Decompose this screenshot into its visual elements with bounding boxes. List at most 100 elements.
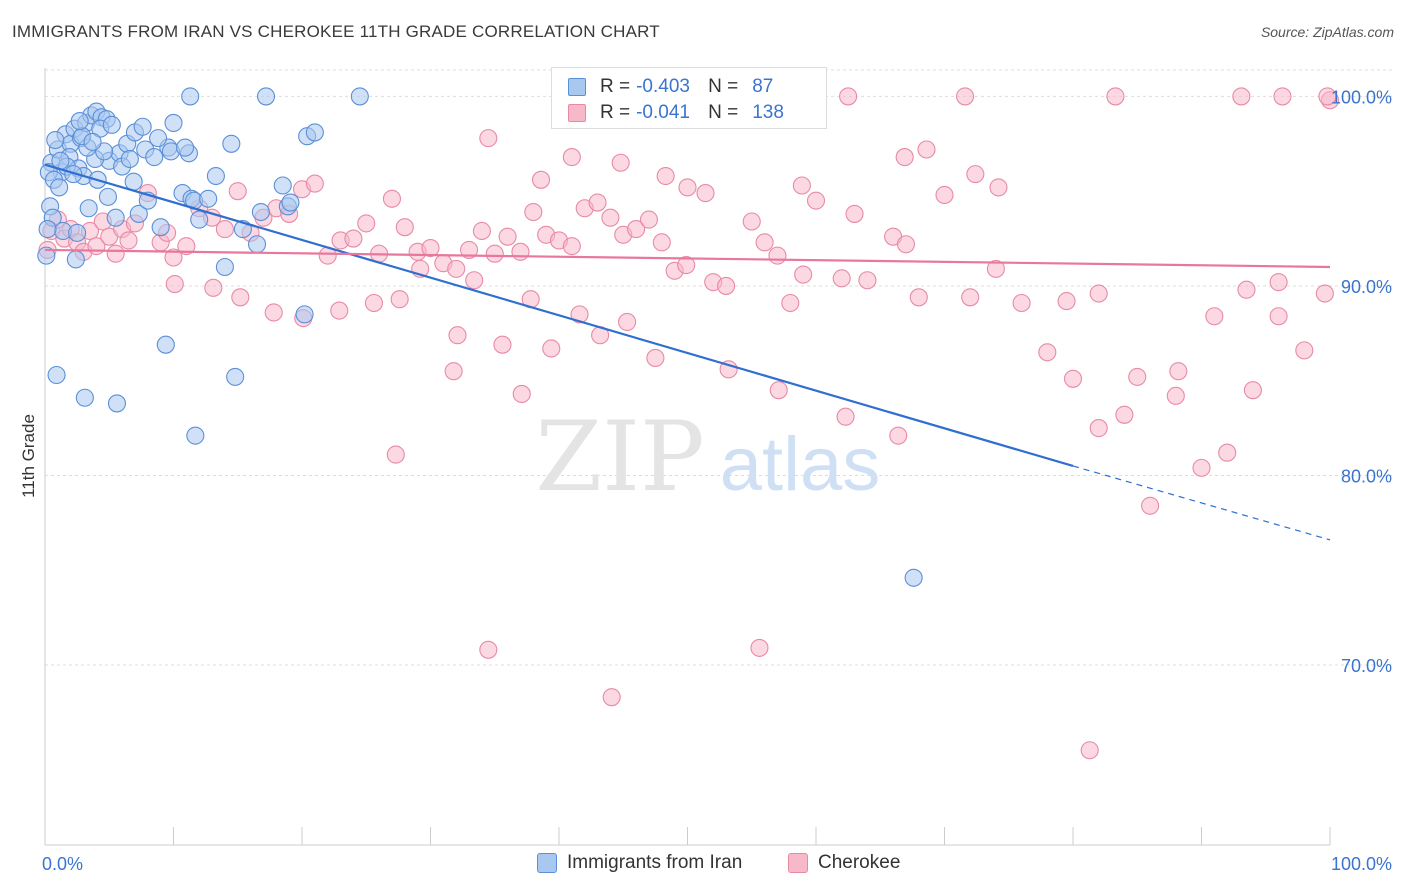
- data-point-cherokee: [601, 208, 620, 227]
- cherokee-legend-swatch-icon: [788, 853, 808, 873]
- data-point-cherokee: [119, 231, 138, 250]
- data-point-cherokee: [479, 129, 498, 148]
- legend-item-cherokee[interactable]: Cherokee: [788, 852, 900, 874]
- data-point-cherokee: [1128, 367, 1147, 386]
- legend-item-iran[interactable]: Immigrants from Iran: [537, 852, 742, 874]
- data-point-cherokee: [832, 269, 851, 288]
- data-point-cherokee: [1269, 273, 1288, 292]
- legend-label-iran: Immigrants from Iran: [567, 852, 743, 873]
- data-point-cherokee: [618, 312, 637, 331]
- data-point-cherokee: [330, 301, 349, 320]
- data-point-cherokee: [896, 235, 916, 254]
- data-point-iran: [124, 172, 143, 191]
- y-tick-label: 90.0%: [1341, 277, 1392, 297]
- data-point-iran: [46, 130, 65, 150]
- stats-legend: R = -0.403 N = 87 R = -0.041 N = 138: [551, 67, 827, 129]
- chart-title: IMMIGRANTS FROM IRAN VS CHEROKEE 11TH GR…: [12, 22, 660, 41]
- legend-label-cherokee: Cherokee: [818, 852, 901, 873]
- data-point-cherokee: [512, 384, 531, 404]
- data-point-cherokee: [215, 220, 234, 239]
- data-point-cherokee: [1218, 443, 1237, 462]
- data-point-iran: [151, 218, 170, 237]
- watermark-zip: ZIP: [535, 401, 704, 513]
- data-point-cherokee: [1169, 362, 1188, 381]
- data-point-cherokee: [889, 426, 908, 445]
- axes: [44, 68, 1331, 846]
- data-point-iran: [305, 123, 324, 142]
- grid-lines: [45, 69, 1392, 666]
- y-tick-label: 70.0%: [1341, 656, 1392, 676]
- data-point-cherokee: [588, 193, 607, 212]
- data-point-cherokee: [164, 248, 183, 267]
- data-point-iran: [190, 210, 209, 229]
- r-value: -0.041: [636, 102, 690, 123]
- data-point-iran: [215, 257, 234, 277]
- data-point-cherokee: [106, 244, 125, 263]
- data-point-cherokee: [986, 259, 1005, 278]
- data-point-cherokee: [696, 184, 715, 203]
- data-point-cherokee: [305, 174, 324, 193]
- data-point-cherokee: [1315, 284, 1334, 303]
- data-point-cherokee: [858, 271, 877, 290]
- data-point-cherokee: [390, 290, 409, 309]
- data-point-cherokee: [562, 237, 581, 256]
- data-point-cherokee: [646, 348, 665, 368]
- data-point-iran: [181, 87, 200, 106]
- data-point-iran: [186, 426, 205, 445]
- data-point-cherokee: [677, 256, 696, 275]
- data-point-cherokee: [1166, 386, 1185, 405]
- data-point-cherokee: [836, 407, 855, 426]
- data-point-iran: [251, 202, 270, 222]
- n-value: 138: [752, 102, 784, 123]
- data-point-cherokee: [493, 335, 512, 354]
- data-point-cherokee: [364, 293, 384, 313]
- data-point-iran: [206, 166, 225, 186]
- data-point-cherokee: [542, 339, 561, 358]
- data-point-iran: [50, 178, 69, 197]
- iran-legend-swatch-icon: [537, 853, 557, 873]
- n-label: N =: [708, 76, 739, 97]
- data-point-cherokee: [755, 233, 774, 252]
- data-point-cherokee: [448, 326, 467, 345]
- x-tick-label-end: 100.0%: [1331, 854, 1392, 874]
- data-point-iran: [102, 115, 121, 134]
- data-point-iran: [120, 149, 139, 169]
- data-point-cherokee: [839, 87, 858, 106]
- data-point-cherokee: [177, 237, 196, 256]
- data-point-cherokee: [562, 148, 581, 167]
- data-point-cherokee: [742, 212, 761, 231]
- stats-legend-row-iran: R = -0.403 N = 87: [568, 75, 773, 99]
- data-point-iran: [273, 176, 292, 195]
- data-point-cherokee: [989, 178, 1008, 197]
- data-point-iran: [38, 220, 57, 239]
- data-point-cherokee: [769, 381, 788, 400]
- data-point-cherokee: [1269, 307, 1288, 326]
- data-point-cherokee: [1141, 496, 1160, 515]
- data-point-cherokee: [792, 176, 811, 195]
- data-point-iran: [164, 113, 183, 133]
- data-point-cherokee: [1063, 369, 1083, 388]
- data-point-cherokee: [459, 240, 479, 259]
- data-point-iran: [145, 148, 164, 167]
- x-tick-label-start: 0.0%: [42, 854, 83, 874]
- data-point-cherokee: [909, 288, 928, 307]
- data-point-iran: [904, 568, 923, 587]
- data-point-cherokee: [1273, 87, 1292, 106]
- data-point-cherokee: [485, 244, 504, 263]
- data-point-iran: [107, 394, 127, 413]
- data-point-cherokee: [966, 165, 985, 184]
- data-point-iran: [83, 132, 102, 151]
- data-point-iran: [281, 193, 300, 212]
- data-point-cherokee: [344, 229, 363, 248]
- data-point-iran: [226, 367, 245, 386]
- data-point-cherokee: [768, 246, 787, 265]
- data-point-cherokee: [652, 233, 671, 252]
- data-point-cherokee: [228, 182, 247, 201]
- data-point-iran: [70, 112, 89, 131]
- n-value: 87: [752, 76, 774, 97]
- data-point-cherokee: [1318, 87, 1337, 106]
- data-point-cherokee: [719, 360, 738, 379]
- stats-legend-row-cherokee: R = -0.041 N = 138: [568, 101, 784, 125]
- data-point-iran: [37, 246, 56, 265]
